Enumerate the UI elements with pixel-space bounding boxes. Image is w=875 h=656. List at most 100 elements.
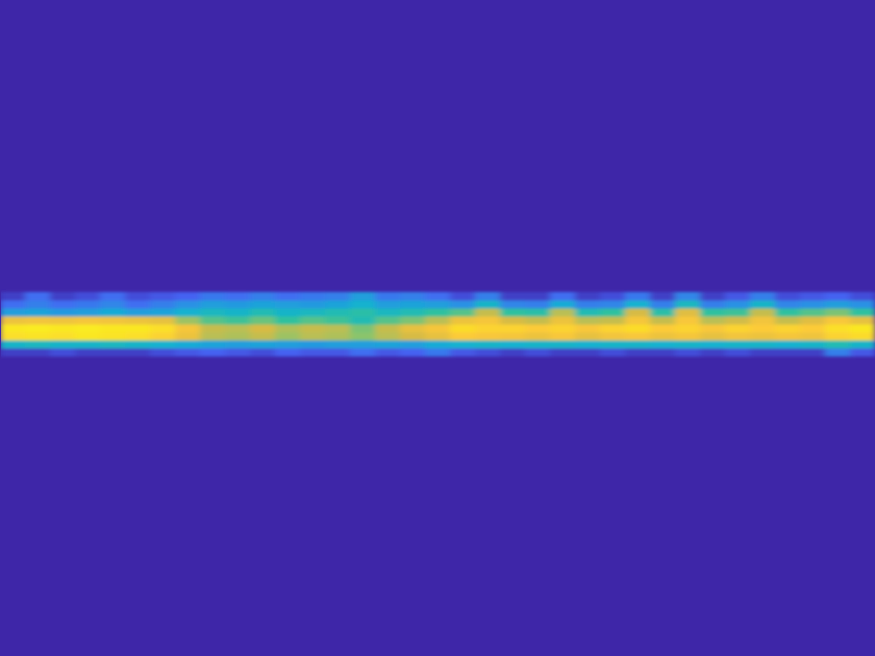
heatmap-cell <box>750 316 776 325</box>
heatmap-cell <box>825 348 851 357</box>
heatmap-cell <box>525 308 551 317</box>
heatmap-cell <box>850 316 875 325</box>
heatmap-cell <box>100 348 126 357</box>
heatmap-cell <box>600 308 626 317</box>
heatmap-cell <box>375 316 401 325</box>
heatmap-cell <box>50 300 76 309</box>
heatmap-cell <box>325 300 351 309</box>
heatmap-cell <box>375 324 401 333</box>
heatmap-cell <box>800 324 826 333</box>
heatmap-cell <box>575 332 601 341</box>
heatmap-cell <box>850 300 875 309</box>
heatmap-cell <box>25 316 51 325</box>
heatmap-cell <box>700 340 726 349</box>
heatmap-cell <box>325 332 351 341</box>
heatmap-cell <box>725 300 751 309</box>
heatmap-cell <box>75 300 101 309</box>
heatmap-cell <box>575 348 601 357</box>
heatmap-cell <box>575 340 601 349</box>
heatmap-cell <box>675 300 701 309</box>
heatmap-cell <box>100 340 126 349</box>
heatmap-cell <box>450 348 476 357</box>
heatmap-cell <box>225 308 251 317</box>
heatmap-cell <box>200 300 226 309</box>
heatmap-cell <box>250 348 276 357</box>
heatmap-cell <box>425 332 451 341</box>
heatmap-cell <box>625 348 651 357</box>
heatmap-cell <box>725 324 751 333</box>
heatmap-cell <box>175 316 201 325</box>
heatmap-cell <box>825 308 851 317</box>
heatmap-cell <box>375 300 401 309</box>
heatmap-cell <box>750 332 776 341</box>
heatmap-cell <box>450 308 476 317</box>
heatmap-cell <box>750 292 776 301</box>
heatmap-cell <box>375 348 401 357</box>
heatmap-cell <box>75 324 101 333</box>
heatmap-cell <box>575 324 601 333</box>
heatmap-cell <box>200 332 226 341</box>
heatmap-cell <box>300 300 326 309</box>
heatmap-cell <box>75 292 101 301</box>
heatmap-cell <box>700 332 726 341</box>
heatmap-cell <box>250 340 276 349</box>
y-axis <box>0 1 1 656</box>
heatmap-cell <box>650 316 676 325</box>
heatmap-cell <box>625 308 651 317</box>
heatmap-cell <box>325 316 351 325</box>
heatmap-cell <box>500 300 526 309</box>
heatmap-cell <box>150 308 176 317</box>
heatmap-cell <box>0 308 26 317</box>
heatmap-cell <box>100 316 126 325</box>
heatmap-cell <box>300 348 326 357</box>
heatmap-cell <box>200 292 226 301</box>
heatmap-cell <box>275 308 301 317</box>
heatmap-cell <box>475 300 501 309</box>
heatmap-cell <box>525 300 551 309</box>
heatmap-cell <box>850 332 875 341</box>
heatmap-cell <box>250 300 276 309</box>
heatmap-cell <box>75 316 101 325</box>
heatmap-cell <box>525 324 551 333</box>
heatmap-cell <box>600 300 626 309</box>
heatmap-cell <box>275 332 301 341</box>
heatmap-cell <box>650 308 676 317</box>
heatmap-cell <box>800 292 826 301</box>
heatmap-cell <box>500 332 526 341</box>
heatmap-cell <box>775 332 801 341</box>
heatmap-cell <box>450 340 476 349</box>
heatmap-cell <box>250 324 276 333</box>
heatmap-cell <box>125 324 151 333</box>
heatmap-cell <box>500 324 526 333</box>
heatmap-cell <box>675 348 701 357</box>
heatmap-cell <box>175 324 201 333</box>
heatmap-cell <box>475 308 501 317</box>
heatmap-cell <box>850 292 875 301</box>
heatmap-cell <box>800 348 826 357</box>
heatmap-cell <box>750 324 776 333</box>
heatmap-cell <box>175 340 201 349</box>
heatmap-cell <box>775 348 801 357</box>
heatmap-cell <box>500 316 526 325</box>
heatmap-cell <box>675 324 701 333</box>
heatmap-cell <box>50 332 76 341</box>
heatmap-cell <box>100 308 126 317</box>
heatmap-cell <box>425 316 451 325</box>
heatmap-cell <box>525 292 551 301</box>
heatmap-cell <box>700 348 726 357</box>
heatmap-cell <box>700 316 726 325</box>
heatmap-cell <box>300 316 326 325</box>
heatmap-cell <box>750 340 776 349</box>
heatmap-cell <box>675 332 701 341</box>
heatmap-cell <box>550 348 576 357</box>
heatmap-cell <box>400 340 426 349</box>
heatmap-cell <box>500 292 526 301</box>
heatmap-cell <box>125 316 151 325</box>
heatmap-cell <box>375 292 401 301</box>
heatmap-cell <box>275 300 301 309</box>
heatmap-cell <box>650 340 676 349</box>
heatmap-cell <box>600 292 626 301</box>
heatmap-cell <box>600 332 626 341</box>
heatmap-cell <box>575 300 601 309</box>
heatmap-cell <box>775 340 801 349</box>
